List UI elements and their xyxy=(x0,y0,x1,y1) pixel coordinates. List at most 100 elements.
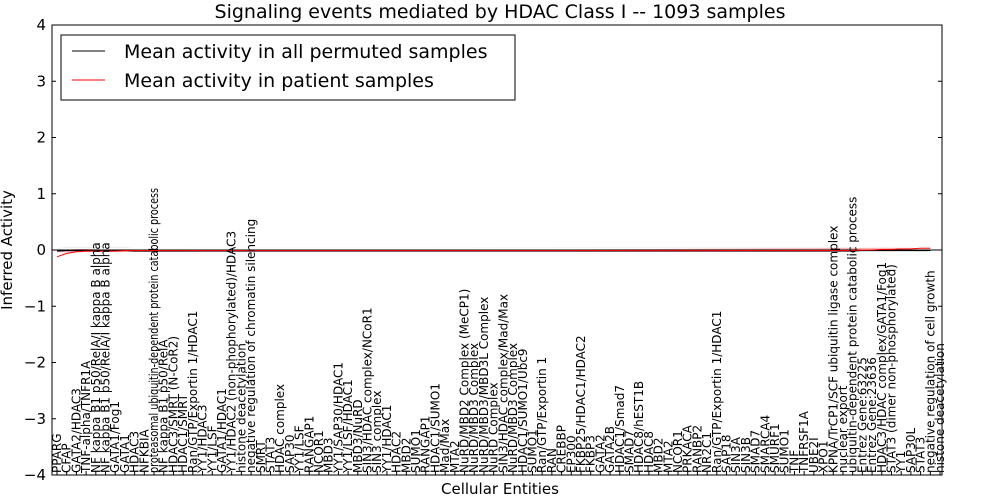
category-label: KPNA/TrCP1/SCF ubiquitin ligase complex xyxy=(826,226,840,473)
category-label: Mad/Max xyxy=(438,419,452,473)
category-label: NuRD/MBD3 Complex xyxy=(467,343,481,473)
category-label: SUMO1 xyxy=(526,429,540,473)
category-label: NF kappa B1 p50/RelA xyxy=(157,339,171,473)
category-label: NuRD/MBD3/MBD3L Complex xyxy=(477,297,491,473)
category-label: HDAC3/SMRT (N-CoR2) xyxy=(166,336,180,473)
category-label: SMAD7 xyxy=(749,430,763,473)
category-label: GATA2B xyxy=(603,426,617,473)
category-label: MBD2 xyxy=(399,438,413,473)
category-label: NR2C1 xyxy=(700,432,714,473)
category-label: YY1/LSF xyxy=(205,425,219,474)
category-label: SIN3A xyxy=(729,436,743,473)
legend-label-permuted: Mean activity in all permuted samples xyxy=(124,41,487,63)
category-label: SIN3/HDAC complex/NCoR1 xyxy=(361,307,375,473)
category-label: TNFRSF1A xyxy=(797,410,811,474)
category-label: Ran/GTP/Exportin 1 xyxy=(535,357,549,473)
category-label: HDAC3/HDAC complex/GATA1/Fog1 xyxy=(875,262,889,473)
category-label: UBE2I xyxy=(807,437,821,473)
category-label: SUMO1 xyxy=(409,429,423,473)
y-tick-label: 4 xyxy=(36,16,46,34)
category-label: GATA1 xyxy=(118,434,132,473)
category-label: MTA2 xyxy=(661,440,675,473)
category-label: HDAC1/SUMO1/Ubc9 xyxy=(516,348,530,473)
category-label: NFKBIA xyxy=(137,428,151,473)
legend: Mean activity in all permuted samples Me… xyxy=(60,34,516,101)
category-label: SIN3/HDAC complex/Mad/Max xyxy=(496,294,510,473)
legend-label-patient: Mean activity in patient samples xyxy=(124,70,434,92)
y-tick-label: 0 xyxy=(36,241,46,259)
category-label: MBD3/NuRD xyxy=(351,399,365,473)
category-label: NCOR1 xyxy=(671,430,685,473)
y-axis-label: Inferred Activity xyxy=(0,190,16,310)
category-label: Ran/GTP/Exportin 1/HDAC1 xyxy=(710,311,724,473)
category-label: HDAC1/SMRT xyxy=(176,393,190,473)
category-label: HDAC3 xyxy=(128,431,142,473)
x-axis-label: Cellular Entities xyxy=(441,480,559,498)
y-tick-label: −4 xyxy=(24,466,46,484)
y-axis: −4 −3 −2 −1 0 1 2 3 4 xyxy=(24,16,942,484)
category-label: GATA2 xyxy=(593,434,607,473)
category-label: SMRT xyxy=(254,440,268,473)
category-label: NuRD Complex xyxy=(487,382,501,473)
category-label: YY1/HDAC2 (non-phophorylated)/HDAC3 xyxy=(225,231,239,474)
y-tick-label: −1 xyxy=(24,297,46,315)
category-label: PRKACA xyxy=(681,424,695,473)
category-label: FKBP3 xyxy=(584,435,598,473)
category-label: STAT3 (dimer non-phosphorylated) xyxy=(885,264,899,473)
category-label: XPO1 xyxy=(817,440,831,473)
category-label: RAN xyxy=(545,448,559,473)
category-label: MBD3 xyxy=(322,438,336,473)
category-label: SMARCA4 xyxy=(758,415,772,473)
series-line-patient xyxy=(56,247,931,258)
category-label: RANGAP1 xyxy=(419,416,433,473)
category-label: NCOR1 xyxy=(312,430,326,473)
category-label: SIN3 complex xyxy=(370,391,384,473)
category-label: HDAC8/hEST1B xyxy=(632,381,646,473)
category-label: YY1/LSF xyxy=(293,425,307,474)
category-label: Entrez Gene:23636 xyxy=(865,357,879,473)
category-label: Entrez Gene:63225 xyxy=(855,357,869,473)
category-label: GATA2/HDAC3 xyxy=(69,388,83,473)
category-label: SIN3B xyxy=(739,437,753,473)
category-label: CREBBP xyxy=(555,425,569,473)
category-label: SAP30 xyxy=(283,434,297,473)
category-label: YY1/HDAC1 xyxy=(380,405,394,474)
category-label: STAT3 xyxy=(264,437,278,473)
category-label: FKBP25/HDAC1/HDAC2 xyxy=(574,335,588,473)
category-label: nuclear export xyxy=(836,385,850,473)
category-label: TNF-alpha/TNFR1A xyxy=(79,360,93,474)
category-label: SAP18 xyxy=(720,434,734,473)
category-label: negative regulation of chromatin silenci… xyxy=(244,219,258,473)
category-label: NF kappa B1 p50/RelA/I kappa B alpha xyxy=(99,242,113,473)
category-label: SAP30L xyxy=(904,427,918,473)
category-label: PPARG xyxy=(50,433,64,473)
category-label: proteasomal ubiquitin-dependent protein … xyxy=(147,188,161,473)
category-label: CFAP xyxy=(60,443,74,473)
category-label: GATA1/Fog1 xyxy=(108,401,122,473)
category-label: HDAC1/SUMO1 xyxy=(428,383,442,473)
category-label: NF kappa B1 p50/RelA/I kappa B alpha xyxy=(89,242,103,473)
category-label: RANBP2 xyxy=(690,425,704,473)
y-tick-label: 3 xyxy=(36,72,46,90)
category-label: SMURF1 xyxy=(768,423,782,473)
category-label: histone deacetylation xyxy=(234,343,248,473)
category-label: Ran/GTP/Exportin 1/HDAC1 xyxy=(186,311,200,473)
category-label: MTA2 xyxy=(448,440,462,473)
legend-box xyxy=(60,34,516,101)
chart-title: Signaling events mediated by HDAC Class … xyxy=(215,1,786,23)
category-label: YY1/LSF/HDAC1 xyxy=(341,379,355,474)
category-label: HDAC complex xyxy=(273,384,287,473)
category-label: YY1 xyxy=(894,451,908,474)
category-label: HDAC1/Smad7 xyxy=(613,385,627,473)
category-label: RANGAP1 xyxy=(302,416,316,473)
category-label: MBD2 xyxy=(652,438,666,473)
category-label: negative regulation of cell growth xyxy=(923,270,937,473)
category-label: GATA1/HDAC1 xyxy=(215,388,229,473)
permuted-band xyxy=(57,247,931,248)
category-label: ubiquitin-dependent protein catabolic pr… xyxy=(846,197,860,473)
category-label: NuRD/MBD2 Complex (MeCP1) xyxy=(458,289,472,473)
category-label: NuRD/MBD3 Complex xyxy=(506,343,520,473)
category-label: YY1/HDAC3 xyxy=(196,405,210,474)
